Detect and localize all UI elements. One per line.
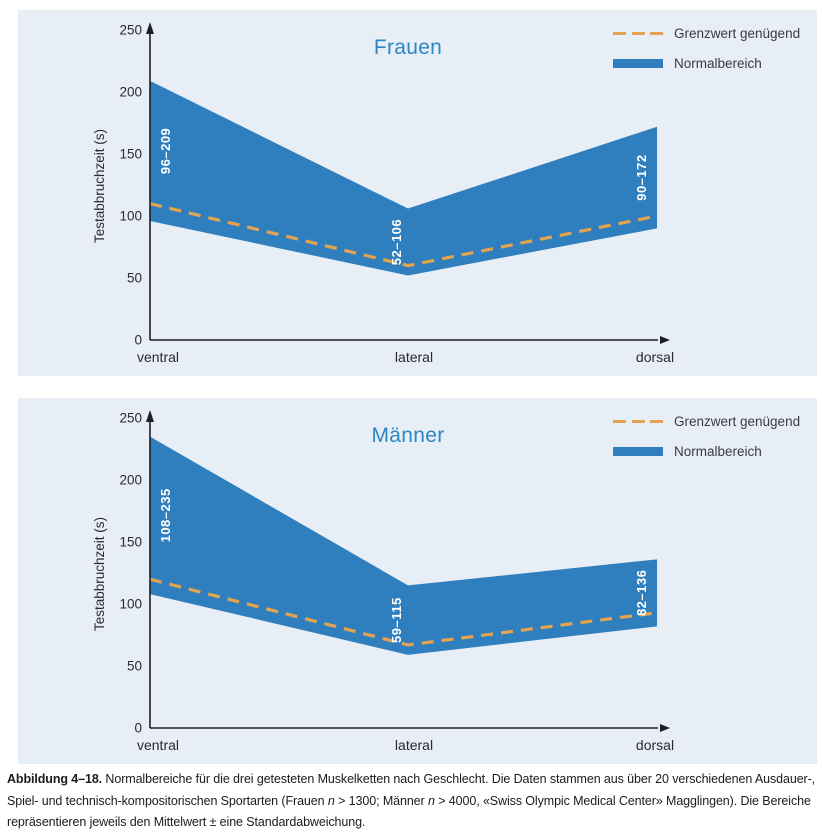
y-axis-arrow <box>146 410 154 422</box>
x-category-label: lateral <box>395 349 433 365</box>
y-tick-label: 250 <box>119 23 142 38</box>
y-tick-label: 50 <box>127 659 142 674</box>
legend-label-normalbereich: Normalbereich <box>674 55 762 71</box>
band-swatch-icon <box>613 446 663 456</box>
y-tick-label: 50 <box>127 271 142 286</box>
caption-segment: > 4000, «Swiss Olympic Medical Center» M… <box>7 793 811 830</box>
band-range-label: 82–136 <box>634 570 649 616</box>
band-range-label: 52–106 <box>389 219 404 265</box>
band-range-label: 59–115 <box>389 597 404 643</box>
band-swatch-icon <box>613 58 663 68</box>
band-range-label: 90–172 <box>634 154 649 200</box>
chart-title-frauen: Frauen <box>373 36 443 59</box>
grenzwert-line <box>149 202 658 268</box>
caption-segment: n <box>427 793 435 808</box>
legend-label-grenzwert: Grenzwert genügend <box>674 25 801 41</box>
x-category-label: lateral <box>395 737 433 753</box>
legend-label-grenzwert: Grenzwert genügend <box>674 413 801 429</box>
y-axis-arrow <box>146 22 154 34</box>
y-tick-label: 100 <box>119 209 142 224</box>
x-category-label: ventral <box>137 349 179 365</box>
chart-title-maenner: Männer <box>371 424 445 447</box>
y-axis-title: Testabbruchzeit (s) <box>92 517 107 631</box>
frauen-chart-panel: 0 50 100 150 200 250 Testabbruchzeit (s) ventra… <box>18 10 817 376</box>
y-tick-label: 250 <box>119 411 142 426</box>
maenner-chart: 0 50 100 150 200 250 Testabbruchzeit (s) ventra… <box>92 410 674 753</box>
figure-caption: Abbildung 4–18. Normalbereiche für die d… <box>7 769 817 832</box>
x-axis-arrow <box>660 336 670 344</box>
dashed-line-icon <box>613 419 663 423</box>
y-tick-label: 200 <box>119 85 142 100</box>
x-category-label: dorsal <box>636 737 674 753</box>
legend-maenner: Grenzwert genügend Normalbereich <box>613 410 800 470</box>
legend-item-normalbereich: Normalbereich <box>613 52 800 74</box>
y-tick-label: 100 <box>119 597 142 612</box>
y-tick-label: 200 <box>119 473 142 488</box>
legend-item-grenzwert: Grenzwert genügend <box>613 410 800 432</box>
normalbereich-band <box>150 436 657 655</box>
maenner-chart-panel: 0 50 100 150 200 250 Testabbruchzeit (s) ventra… <box>18 398 817 764</box>
x-category-label: ventral <box>137 737 179 753</box>
legend-item-grenzwert: Grenzwert genügend <box>613 22 800 44</box>
legend-item-normalbereich: Normalbereich <box>613 440 800 462</box>
y-axis-title: Testabbruchzeit (s) <box>92 129 107 243</box>
dashed-line-icon <box>613 31 663 35</box>
grenzwert-line <box>149 577 658 647</box>
x-category-label: dorsal <box>636 349 674 365</box>
legend-label-normalbereich: Normalbereich <box>674 443 762 459</box>
caption-segment: > 1300; Männer <box>334 793 428 808</box>
caption-segment: n <box>327 793 335 808</box>
legend-frauen: Grenzwert genügend Normalbereich <box>613 22 800 82</box>
band-range-label: 108–235 <box>158 488 173 542</box>
y-tick-label: 0 <box>134 721 142 736</box>
y-tick-label: 0 <box>134 333 142 348</box>
caption-segment: Normalbereiche für die drei getesteten M… <box>7 772 816 808</box>
normalbereich-band <box>150 80 657 276</box>
x-axis-arrow <box>660 724 670 732</box>
band-range-label: 96–209 <box>158 128 173 174</box>
frauen-chart: 0 50 100 150 200 250 Testabbruchzeit (s) ventra… <box>92 22 674 365</box>
caption-segment: Abbildung 4–18. <box>7 772 103 786</box>
y-tick-label: 150 <box>119 535 142 550</box>
y-tick-label: 150 <box>119 147 142 162</box>
